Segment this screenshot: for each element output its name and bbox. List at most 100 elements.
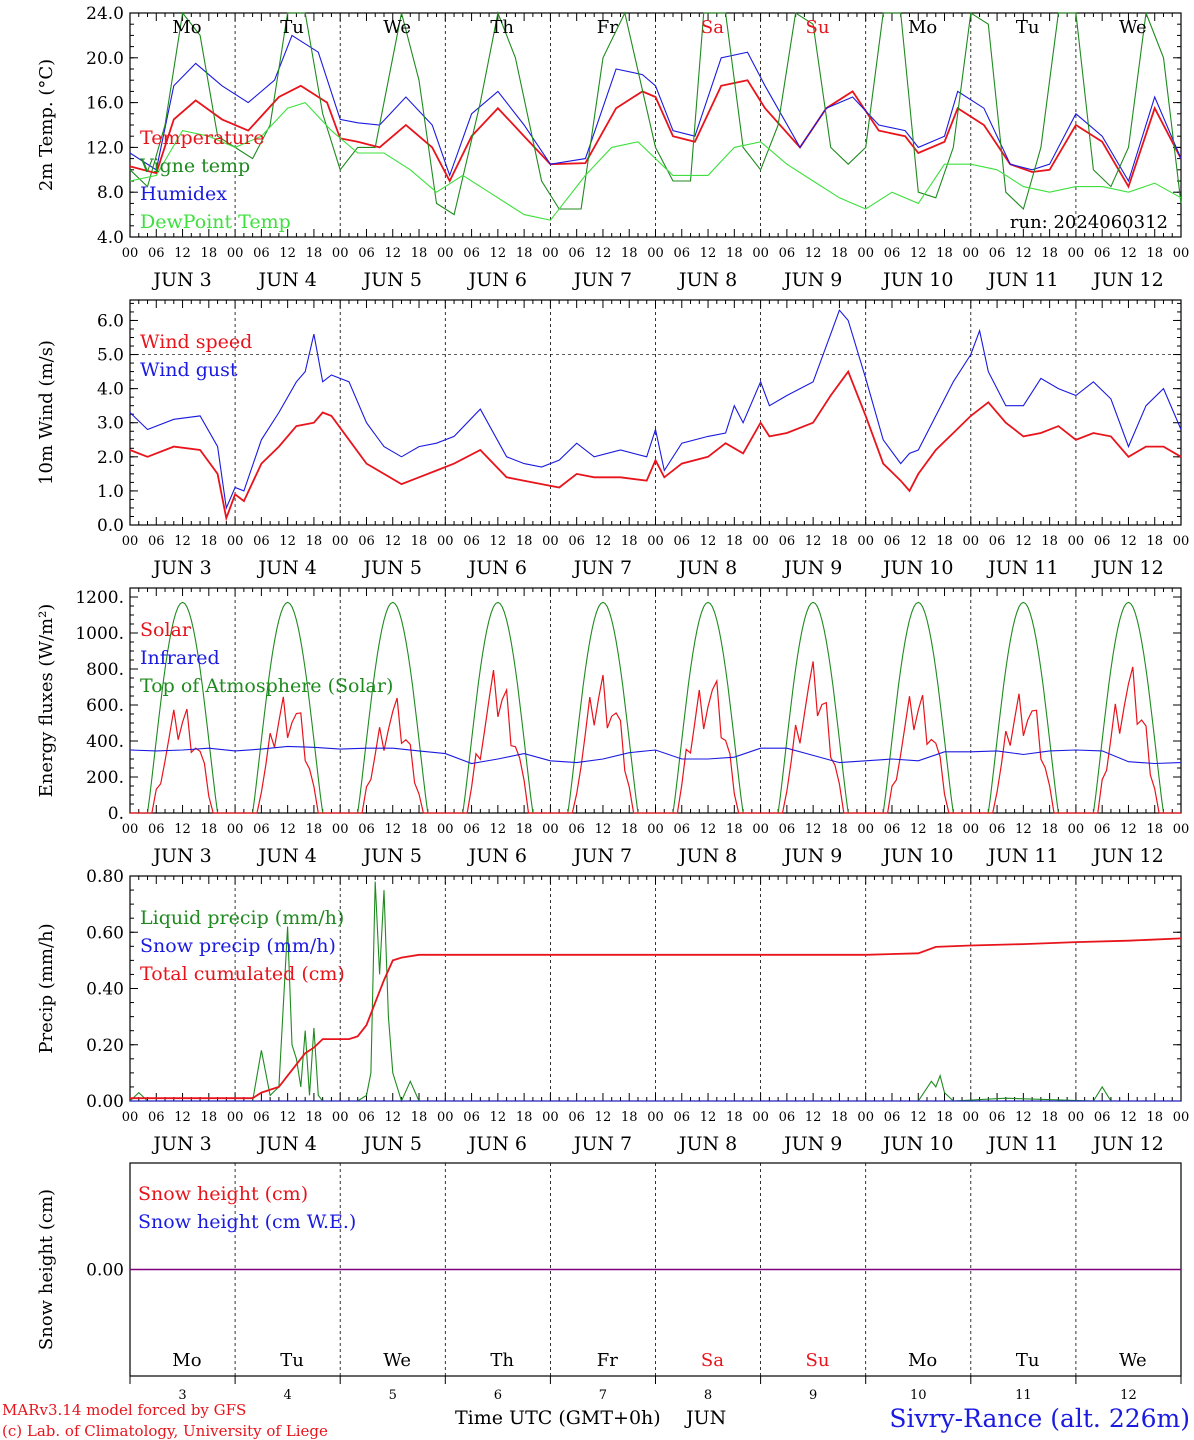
y-tick-label: 4.0: [97, 380, 124, 400]
date-label: JUN 6: [467, 557, 527, 579]
y-axis-label: 10m Wind (m/s): [36, 340, 57, 485]
footer-model-text: MARv3.14 model forced by GFS: [2, 1401, 246, 1419]
hour-label: 18: [621, 1110, 638, 1125]
date-label: JUN 4: [256, 845, 316, 867]
date-label: JUN 6: [467, 269, 527, 291]
hour-label: 12: [384, 246, 401, 261]
hour-label: 06: [568, 1110, 585, 1125]
hour-label: 12: [490, 534, 507, 549]
hour-label: 00: [647, 1110, 664, 1125]
hour-label: 00: [857, 534, 874, 549]
hour-label: 18: [1146, 246, 1163, 261]
day-number-label: 10: [910, 1388, 927, 1403]
date-label: JUN 4: [256, 1133, 316, 1155]
y-tick-label: 0.20: [86, 1036, 124, 1056]
hour-label: 12: [595, 822, 612, 837]
panel-4: [129, 875, 1182, 1103]
hour-label: 00: [332, 246, 349, 261]
y-tick-label: 6.0: [97, 311, 124, 331]
day-name-label: Sa: [701, 1350, 724, 1371]
hour-label: 12: [1120, 534, 1137, 549]
hour-label: 12: [805, 246, 822, 261]
hour-label: 06: [358, 534, 375, 549]
date-label: JUN 7: [572, 1133, 632, 1155]
hour-label: 18: [1041, 246, 1058, 261]
day-name-label: Su: [806, 1350, 830, 1371]
hour-label: 12: [910, 246, 927, 261]
hour-label: 18: [831, 534, 848, 549]
hour-label: 00: [963, 1110, 980, 1125]
x-axis-month: JUN: [684, 1407, 726, 1429]
hour-label: 12: [1120, 1110, 1137, 1125]
y-tick-label: 0.60: [86, 923, 124, 943]
hour-label: 18: [201, 822, 218, 837]
hour-label: 00: [1173, 1110, 1190, 1125]
day-name-label: Sa: [701, 17, 724, 38]
date-label: JUN 5: [362, 557, 422, 579]
date-label: JUN 11: [986, 1133, 1058, 1155]
hour-label: 00: [1068, 1110, 1085, 1125]
x-axis-label: Time UTC (GMT+0h): [455, 1407, 661, 1429]
hour-label: 00: [647, 822, 664, 837]
series-line-wind-speed: [129, 369, 1182, 522]
hour-label: 18: [726, 246, 743, 261]
hour-label: 00: [857, 246, 874, 261]
hour-label: 12: [384, 1110, 401, 1125]
hour-label: 00: [1068, 822, 1085, 837]
legend-entry: Snow precip (mm/h): [140, 935, 336, 957]
hour-label: 00: [332, 1110, 349, 1125]
day-name-label: Mo: [908, 1350, 937, 1371]
hour-label: 12: [174, 534, 191, 549]
date-label: JUN 5: [362, 269, 422, 291]
y-axis-label: Snow height (cm): [36, 1189, 57, 1350]
hour-label: 00: [122, 534, 139, 549]
day-name-label: Tu: [1016, 17, 1040, 38]
date-label: JUN 4: [256, 269, 316, 291]
hour-label: 12: [805, 822, 822, 837]
date-label: JUN 7: [572, 269, 632, 291]
hour-label: 18: [411, 534, 428, 549]
hour-label: 06: [884, 822, 901, 837]
hour-label: 06: [148, 534, 165, 549]
hour-label: 06: [253, 246, 270, 261]
date-label: JUN 8: [677, 269, 737, 291]
hour-label: 00: [1173, 246, 1190, 261]
hour-label: 06: [779, 534, 796, 549]
hour-label: 18: [1146, 1110, 1163, 1125]
panel-1: [129, 11, 1182, 238]
hour-label: 00: [122, 1110, 139, 1125]
hour-label: 06: [1094, 1110, 1111, 1125]
hour-label: 00: [227, 246, 244, 261]
hour-label: 18: [1041, 534, 1058, 549]
hour-label: 18: [516, 246, 533, 261]
day-name-label: Su: [806, 17, 830, 38]
hour-label: 00: [437, 534, 454, 549]
date-label: JUN 9: [782, 269, 842, 291]
hour-label: 00: [122, 246, 139, 261]
hour-label: 00: [647, 534, 664, 549]
hour-label: 06: [253, 822, 270, 837]
date-label: JUN 3: [151, 1133, 211, 1155]
y-tick-label: 0.: [108, 804, 124, 824]
hour-label: 18: [516, 534, 533, 549]
legend-entry: Snow height (cm W.E.): [138, 1211, 356, 1233]
day-name-label: We: [383, 17, 411, 38]
date-label: JUN 6: [467, 1133, 527, 1155]
date-label: JUN 10: [881, 269, 953, 291]
y-tick-label: 12.0: [86, 138, 124, 158]
hour-label: 12: [1015, 822, 1032, 837]
y-tick-label: 0.0: [97, 516, 124, 536]
y-tick-label: 0.40: [86, 980, 124, 1000]
date-label: JUN 11: [986, 557, 1058, 579]
hour-label: 18: [1041, 1110, 1058, 1125]
hour-label: 06: [253, 534, 270, 549]
day-number-label: 9: [809, 1388, 817, 1403]
hour-label: 12: [279, 822, 296, 837]
hour-label: 12: [279, 246, 296, 261]
hour-label: 18: [726, 822, 743, 837]
hour-label: 00: [542, 1110, 559, 1125]
hour-label: 18: [936, 1110, 953, 1125]
hour-label: 12: [700, 246, 717, 261]
series-line-total-cumulated-cm-: [130, 937, 1182, 1100]
hour-label: 12: [174, 822, 191, 837]
